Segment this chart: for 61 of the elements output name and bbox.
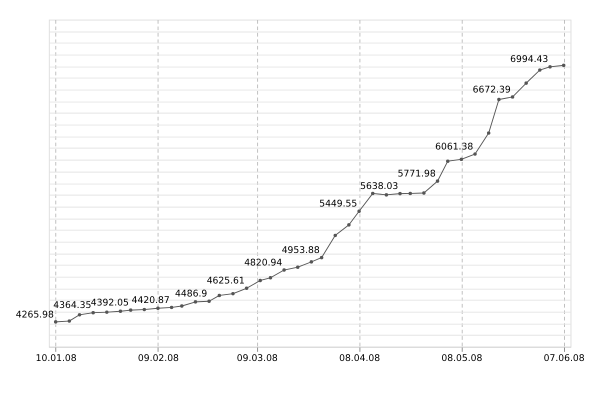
point: [91, 310, 95, 314]
point: [357, 210, 361, 213]
point: [562, 64, 566, 68]
x-tick-label: 09.03.08: [236, 353, 278, 364]
x-tick-label: 10.01.08: [36, 353, 77, 364]
point: [310, 260, 314, 264]
data-label: 5638.03: [360, 181, 398, 192]
x-tick-label: 09.02.08: [138, 353, 180, 364]
data-label: 6994.43: [510, 54, 548, 66]
point: [258, 278, 262, 282]
data-label: 4820.94: [244, 257, 282, 268]
point: [282, 268, 286, 272]
point: [497, 98, 501, 102]
point: [68, 319, 72, 323]
point: [446, 159, 450, 163]
point: [538, 68, 542, 72]
point: [510, 95, 514, 99]
data-label: 4486.9: [175, 288, 208, 300]
point: [548, 65, 552, 69]
point: [142, 308, 146, 312]
data-label: 4953.88: [282, 244, 320, 256]
point: [384, 193, 388, 197]
point: [78, 313, 82, 317]
point: [296, 265, 300, 269]
point: [194, 300, 198, 304]
data-label: 5771.98: [398, 168, 436, 180]
point: [244, 286, 248, 290]
point: [408, 192, 412, 196]
x-tick-label: 07.06.08: [544, 353, 585, 364]
data-label: 4265.98: [16, 309, 54, 320]
point: [268, 276, 272, 280]
point: [524, 81, 528, 85]
data-label: 6672.39: [472, 84, 511, 96]
point: [398, 192, 402, 196]
x-tick-label: 08.04.08: [339, 353, 380, 364]
data-label: 6061.38: [435, 141, 474, 152]
point: [347, 223, 351, 227]
point: [170, 306, 174, 310]
point: [231, 292, 235, 296]
point: [320, 256, 324, 260]
data-label: 5449.55: [319, 198, 358, 210]
data-label: 4392.05: [90, 298, 129, 308]
point: [128, 308, 132, 312]
point: [334, 234, 337, 238]
point: [180, 304, 184, 308]
point: [118, 310, 122, 313]
data-label: 4420.87: [132, 294, 170, 306]
point: [371, 192, 374, 196]
data-label: 4625.61: [206, 276, 245, 287]
point: [460, 158, 464, 162]
point: [473, 152, 477, 156]
point: [54, 320, 58, 324]
x-tick-label: 08.05.08: [441, 353, 482, 364]
point: [486, 131, 490, 135]
point: [105, 310, 109, 314]
point: [436, 179, 440, 183]
data-label: 4364.35: [53, 300, 92, 312]
point: [218, 294, 222, 298]
point: [207, 300, 211, 303]
point: [422, 191, 426, 195]
point: [156, 306, 160, 310]
